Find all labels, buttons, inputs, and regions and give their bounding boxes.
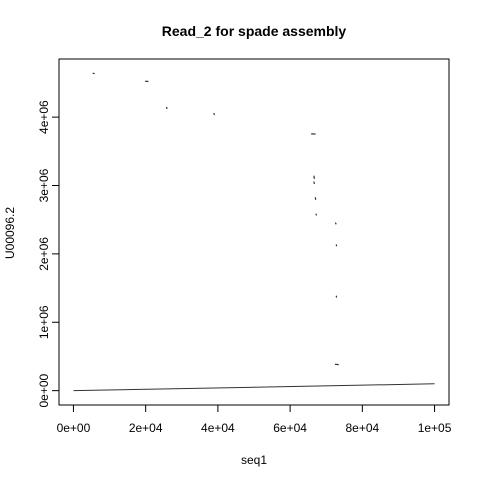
y-tick-label: 2e+06 <box>37 237 51 271</box>
x-tick-label: 2e+04 <box>129 421 163 435</box>
chart-title: Read_2 for spade assembly <box>162 23 347 39</box>
y-tick-label: 0e+00 <box>37 373 51 407</box>
x-tick-label: 6e+04 <box>273 421 307 435</box>
x-tick-label: 8e+04 <box>345 421 379 435</box>
alignment-line <box>73 383 435 392</box>
x-tick-label: 4e+04 <box>201 421 235 435</box>
y-axis: 0e+00 1e+06 2e+06 3e+06 4e+06 <box>37 100 60 407</box>
data-marks <box>73 72 435 392</box>
x-axis: 0e+00 2e+04 4e+04 6e+04 8e+04 1e+05 <box>57 404 452 435</box>
y-axis-label: U00096.2 <box>3 207 17 259</box>
x-axis-label: seq1 <box>241 453 267 467</box>
x-tick-label: 0e+00 <box>57 421 91 435</box>
y-tick-label: 4e+06 <box>37 100 51 134</box>
y-tick-label: 3e+06 <box>37 168 51 202</box>
y-tick-label: 1e+06 <box>37 305 51 339</box>
x-tick-label: 1e+05 <box>418 421 452 435</box>
